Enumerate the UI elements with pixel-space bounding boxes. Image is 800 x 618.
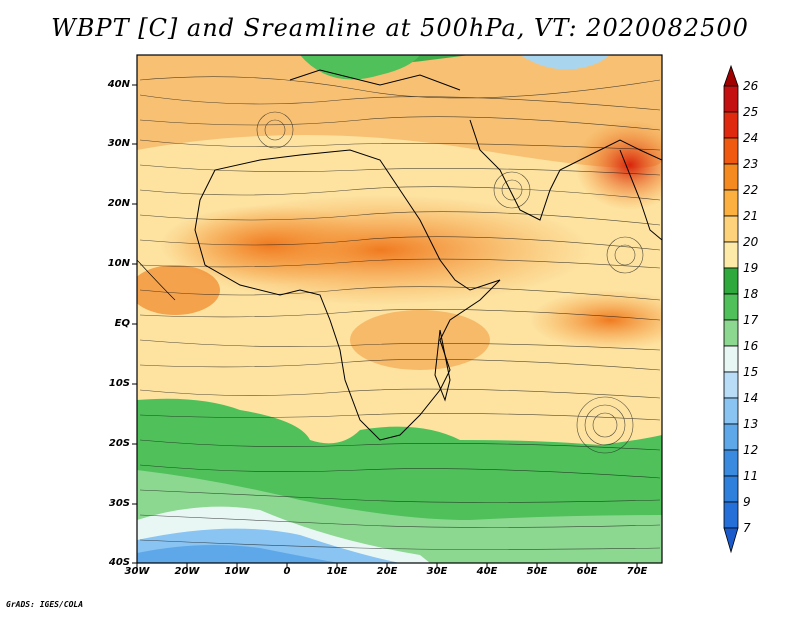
lon-label-70e: 70E — [626, 566, 648, 577]
colorbar-label: 15 — [743, 365, 759, 379]
colorbar-label: 18 — [743, 287, 759, 301]
colorbar-arrow-top — [723, 64, 739, 87]
colorbar-label: 20 — [743, 235, 759, 249]
colorbar-cell — [723, 293, 739, 321]
colorbar-label: 24 — [743, 131, 759, 145]
colorbar-cell — [723, 85, 739, 113]
map-axis-ticks — [132, 84, 638, 568]
wbpt-shading — [137, 55, 662, 563]
colorbar-label: 21 — [743, 209, 759, 223]
lon-label-10e: 10E — [326, 566, 348, 577]
colorbar-label: 11 — [743, 469, 759, 483]
colorbar-label: 9 — [743, 495, 751, 509]
map-title: WBPT [C] and Sreamline at 500hPa, VT: 20… — [51, 14, 749, 42]
colorbar-arrow-bottom — [723, 527, 739, 554]
colorbar-cell — [723, 449, 739, 477]
lat-label-40s: 40S — [108, 557, 130, 568]
lon-label-40e: 40E — [476, 566, 498, 577]
lat-label-eq: EQ — [114, 318, 130, 329]
lat-label-30s: 30S — [108, 498, 130, 509]
colorbar-label: 14 — [743, 391, 759, 405]
colorbar-label: 12 — [743, 443, 759, 457]
colorbar-cell — [723, 319, 739, 347]
colorbar-cell — [723, 501, 739, 529]
colorbar-label: 22 — [743, 183, 759, 197]
colorbar-cell — [723, 267, 739, 295]
lat-label-20s: 20S — [108, 438, 130, 449]
colorbar-cell — [723, 163, 739, 191]
colorbar-label: 17 — [743, 313, 759, 327]
lon-label-50e: 50E — [526, 566, 548, 577]
colorbar-label: 13 — [743, 417, 759, 431]
colorbar-cell — [723, 475, 739, 503]
lat-label-40n: 40N — [107, 79, 130, 90]
lat-label-20n: 20N — [107, 198, 130, 209]
colorbar-label: 26 — [743, 79, 759, 93]
lon-label-30e: 30E — [426, 566, 448, 577]
colorbar-label: 16 — [743, 339, 759, 353]
colorbar-cell — [723, 137, 739, 165]
colorbar-label: 7 — [743, 521, 751, 535]
lon-label-30w: 30W — [124, 566, 150, 577]
colorbar-cell — [723, 397, 739, 425]
lon-label-10w: 10W — [224, 566, 250, 577]
colorbar-cell — [723, 111, 739, 139]
colorbar-cell — [723, 345, 739, 373]
lat-label-10s: 10S — [108, 378, 130, 389]
colorbar-cell — [723, 215, 739, 243]
colorbar-label: 19 — [743, 261, 759, 275]
grads-credit: GrADS: IGES/COLA — [6, 600, 84, 609]
lat-label-10n: 10N — [107, 258, 130, 269]
lat-label-30n: 30N — [107, 138, 130, 149]
colorbar-label: 23 — [743, 157, 759, 171]
lon-label-20e: 20E — [376, 566, 398, 577]
lon-label-60e: 60E — [576, 566, 598, 577]
colorbar-cell — [723, 371, 739, 399]
colorbar-label: 25 — [743, 105, 759, 119]
lon-label-0: 0 — [283, 566, 291, 577]
colorbar-cell — [723, 189, 739, 217]
colorbar-cell — [723, 241, 739, 269]
colorbar-cell — [723, 423, 739, 451]
colorbar — [723, 64, 739, 554]
lon-label-20w: 20W — [174, 566, 200, 577]
